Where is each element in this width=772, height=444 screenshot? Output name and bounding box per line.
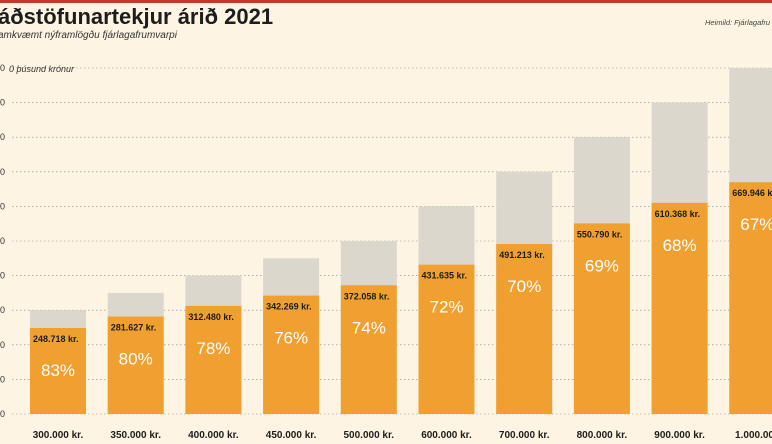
y-tick-label: 0 bbox=[0, 409, 5, 419]
value-label: 248.718 kr. bbox=[33, 334, 79, 344]
chart-title: áðstöfunartekjur árið 2021 bbox=[0, 4, 274, 29]
percent-label: 68% bbox=[663, 236, 697, 255]
bar-group: 372.058 kr. 74% 500.000 kr. bbox=[340, 241, 397, 441]
value-label: 372.058 kr. bbox=[344, 291, 390, 301]
y-tick-label: 0 bbox=[0, 374, 5, 384]
category-label: 600.000 kr. bbox=[421, 430, 472, 441]
category-label: 700.000 kr. bbox=[499, 430, 550, 441]
category-label: 900.000 kr. bbox=[654, 430, 705, 441]
bars: 248.718 kr. 83% 300.000 kr. 281.627 kr. 80% 3… bbox=[30, 68, 772, 441]
percent-label: 74% bbox=[352, 318, 386, 337]
percent-label: 69% bbox=[585, 256, 619, 275]
value-label: 610.368 kr. bbox=[655, 209, 701, 219]
y-tick-label: 0 bbox=[0, 132, 5, 142]
y-tick-label: 0 bbox=[0, 201, 5, 211]
bar-group: 610.368 kr. 68% 900.000 kr. bbox=[651, 102, 708, 441]
unit-label: 0 þúsund krónur bbox=[9, 64, 75, 74]
y-tick-label: 0 bbox=[0, 236, 5, 246]
value-label: 550.790 kr. bbox=[577, 229, 623, 239]
bar-group: 312.480 kr. 78% 400.000 kr. bbox=[185, 275, 242, 441]
category-label: 350.000 kr. bbox=[110, 430, 161, 441]
percent-label: 83% bbox=[41, 361, 75, 380]
chart-subtitle: amkvæmt nýframlögðu fjárlagafrumvarpi bbox=[0, 30, 177, 41]
source-note: Heimild: Fjárlagafru bbox=[705, 18, 771, 27]
percent-label: 67% bbox=[740, 215, 772, 234]
percent-label: 70% bbox=[507, 277, 541, 296]
disposable-income-bar bbox=[573, 223, 630, 414]
category-label: 500.000 kr. bbox=[343, 430, 394, 441]
value-label: 312.480 kr. bbox=[188, 312, 234, 322]
disposable-income-bar bbox=[418, 264, 475, 414]
percent-label: 78% bbox=[196, 339, 230, 358]
percent-label: 72% bbox=[429, 298, 463, 317]
y-tick-label: 0 bbox=[0, 63, 5, 73]
y-tick-label: 0 bbox=[0, 305, 5, 315]
bar-group: 491.213 kr. 70% 700.000 kr. bbox=[496, 171, 553, 441]
y-tick-label: 0 bbox=[0, 98, 5, 108]
category-label: 450.000 kr. bbox=[266, 430, 317, 441]
y-tick-label: 0 bbox=[0, 340, 5, 350]
disposable-income-bar bbox=[340, 285, 397, 414]
percent-label: 80% bbox=[119, 350, 153, 369]
top-rule bbox=[0, 0, 772, 3]
disposable-income-bar bbox=[496, 244, 553, 414]
category-label: 1.000.000 bbox=[735, 430, 772, 441]
disposable-income-bar bbox=[107, 316, 164, 414]
category-label: 400.000 kr. bbox=[188, 430, 239, 441]
bar-group: 248.718 kr. 83% 300.000 kr. bbox=[30, 310, 86, 441]
value-label: 431.635 kr. bbox=[422, 271, 468, 281]
y-tick-label: 0 bbox=[0, 167, 5, 177]
category-label: 300.000 kr. bbox=[33, 430, 84, 441]
percent-label: 76% bbox=[274, 329, 308, 348]
disposable-income-bar bbox=[651, 202, 708, 414]
disposable-income-bar bbox=[263, 295, 320, 414]
value-label: 281.627 kr. bbox=[111, 323, 157, 333]
bar-group: 431.635 kr. 72% 600.000 kr. bbox=[418, 206, 475, 441]
value-label: 669.946 k bbox=[732, 188, 772, 198]
value-label: 491.213 kr. bbox=[499, 250, 545, 260]
bar-group: 550.790 kr. 69% 800.000 kr. bbox=[573, 137, 630, 441]
category-label: 800.000 kr. bbox=[577, 430, 628, 441]
bar-group: 281.627 kr. 80% 350.000 kr. bbox=[107, 292, 164, 441]
value-label: 342.269 kr. bbox=[266, 302, 312, 312]
bar-group: 669.946 k 67% 1.000.000 bbox=[729, 68, 772, 441]
disposable-income-bar bbox=[30, 327, 86, 414]
y-tick-label: 0 bbox=[0, 271, 5, 281]
disposable-income-bar bbox=[185, 305, 242, 414]
disposable-income-bar bbox=[729, 182, 772, 414]
y-tick-labels: 0 0 0 0 0 0 0 0 0 0 0 bbox=[0, 63, 5, 419]
bar-group: 342.269 kr. 76% 450.000 kr. bbox=[263, 258, 320, 441]
